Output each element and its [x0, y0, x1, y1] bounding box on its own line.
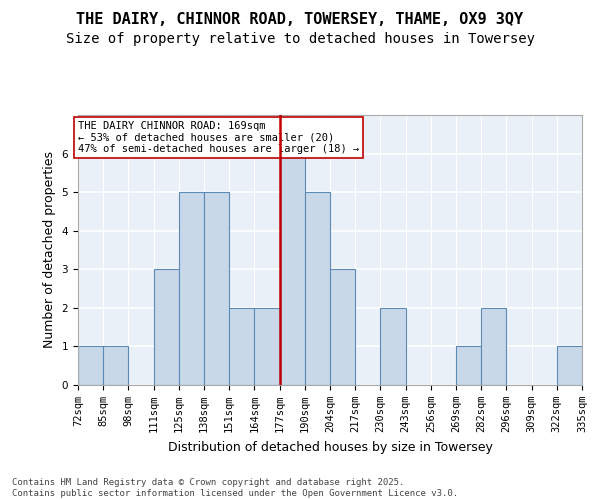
Bar: [103, 346, 128, 385]
Bar: [380, 308, 406, 385]
Bar: [78, 346, 103, 385]
Bar: [154, 270, 179, 385]
Text: THE DAIRY, CHINNOR ROAD, TOWERSEY, THAME, OX9 3QY: THE DAIRY, CHINNOR ROAD, TOWERSEY, THAME…: [76, 12, 524, 28]
Y-axis label: Number of detached properties: Number of detached properties: [43, 152, 56, 348]
Bar: [456, 346, 481, 385]
Bar: [179, 192, 204, 385]
Bar: [204, 192, 229, 385]
Text: THE DAIRY CHINNOR ROAD: 169sqm
← 53% of detached houses are smaller (20)
47% of : THE DAIRY CHINNOR ROAD: 169sqm ← 53% of …: [78, 121, 359, 154]
Bar: [229, 308, 254, 385]
Text: Size of property relative to detached houses in Towersey: Size of property relative to detached ho…: [65, 32, 535, 46]
Bar: [330, 270, 355, 385]
Bar: [481, 308, 506, 385]
X-axis label: Distribution of detached houses by size in Towersey: Distribution of detached houses by size …: [167, 440, 493, 454]
Bar: [557, 346, 582, 385]
Bar: [280, 154, 305, 385]
Bar: [254, 308, 280, 385]
Bar: [305, 192, 330, 385]
Text: Contains HM Land Registry data © Crown copyright and database right 2025.
Contai: Contains HM Land Registry data © Crown c…: [12, 478, 458, 498]
